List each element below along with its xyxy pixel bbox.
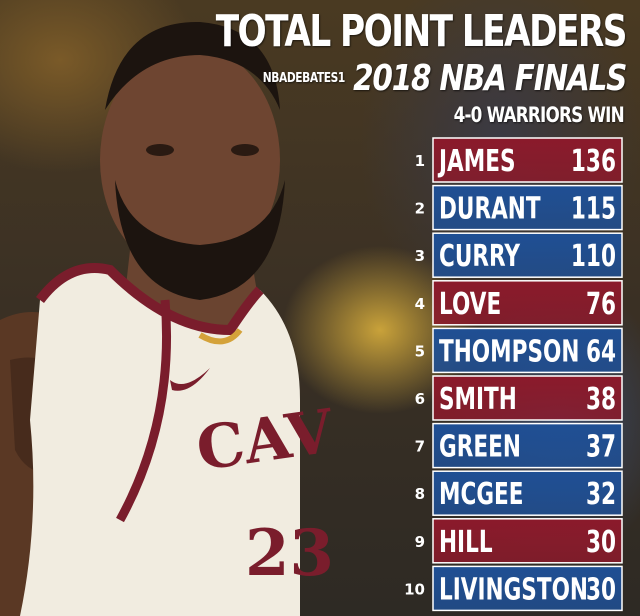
player-name: DURANT [439,192,541,226]
rank-label: 5 [415,342,425,360]
svg-text:23: 23 [245,516,334,591]
points-value: 76 [586,287,616,321]
leader-row: 5 THOMPSON 64 [415,327,623,374]
leader-row: 4 LOVE 76 [415,280,623,326]
row-bar [432,518,623,564]
player-name: LOVE [439,287,501,321]
row-bar [432,137,623,183]
rank-label: 10 [404,580,425,598]
leader-row: 9 HILL 30 [415,518,623,564]
player-name: HILL [439,525,493,559]
row-bar [432,184,623,231]
player-name: THOMPSON [439,335,579,369]
row-bar [432,232,623,278]
social-handle: NBADEBATES1 [262,71,346,86]
points-value: 136 [571,145,616,179]
points-value: 32 [586,478,616,512]
row-bar [432,565,623,612]
rank-label: 2 [415,200,425,218]
points-value: 115 [571,192,616,226]
subtitle-row: NBADEBATES1 2018 NBA FINALS [262,58,628,99]
player-name: CURRY [439,240,521,274]
row-bar [432,470,623,516]
points-value: 64 [586,335,616,369]
rank-label: 7 [415,438,425,456]
points-value: 110 [571,240,616,274]
rank-label: 8 [415,485,425,503]
rank-label: 4 [415,295,425,313]
row-bar [432,375,623,421]
player-name: GREEN [439,430,521,464]
player-name: JAMES [437,145,515,179]
player-name: SMITH [439,383,517,417]
leader-row: 1 JAMES 136 [415,137,623,183]
series-result: 4-0 WARRIORS WIN [453,103,625,127]
rank-label: 3 [415,247,425,265]
rank-label: 9 [415,533,425,551]
row-bar [432,327,623,374]
player-name: MCGEE [439,478,524,512]
leader-row: 8 MCGEE 32 [415,470,623,516]
rank-label: 6 [415,390,425,408]
chart-title: TOTAL POINT LEADERS [215,6,628,57]
player-name: LIVINGSTON [439,573,588,607]
points-value: 38 [586,383,616,417]
row-bar [432,280,623,326]
leader-row: 6 SMITH 38 [415,375,623,421]
points-value: 30 [586,573,616,607]
chart-subtitle: 2018 NBA FINALS [352,58,627,99]
leader-row: 2 DURANT 115 [415,184,623,231]
rank-label: 1 [415,152,425,170]
row-bar [432,422,623,469]
leader-row: 7 GREEN 37 [415,422,623,469]
points-value: 30 [586,525,616,559]
points-value: 37 [586,430,616,464]
leader-row: 3 CURRY 110 [415,232,623,278]
